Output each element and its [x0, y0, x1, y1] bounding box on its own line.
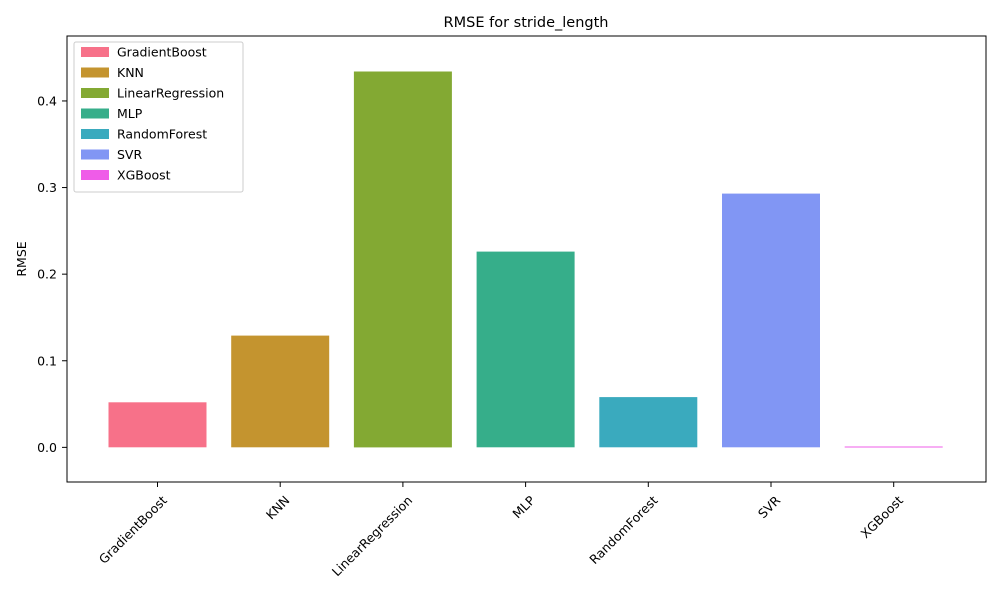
legend-box	[73, 41, 244, 193]
bar-randomforest	[599, 397, 698, 448]
y-tick-label: 0.4	[37, 93, 57, 108]
legend-swatch	[81, 170, 109, 180]
legend-swatch	[81, 149, 109, 160]
legend-label: LinearRegression	[117, 86, 224, 101]
legend-swatch	[81, 129, 109, 139]
y-axis-label: RMSE	[14, 241, 29, 276]
y-ticks-group: 0.0 0.1 0.2 0.3 0.4	[37, 93, 67, 455]
x-ticks-group: GradientBoost KNN LinearRegression MLP Rando…	[96, 482, 906, 579]
x-tick-label: KNN	[263, 493, 293, 523]
bar-gradientboost	[108, 402, 207, 448]
legend-label: GradientBoost	[117, 45, 207, 60]
legend-label: XGBoost	[117, 168, 171, 183]
x-tick-label: SVR	[755, 492, 784, 521]
bar-knn	[231, 335, 330, 448]
chart-title: RMSE for stride_length	[444, 15, 609, 31]
bar-linearregression	[353, 71, 452, 448]
x-tick-label: LinearRegression	[329, 493, 415, 579]
legend-label: RandomForest	[117, 127, 207, 142]
x-tick-label: MLP	[509, 492, 538, 521]
bars-group	[108, 71, 943, 448]
legend-swatch	[81, 88, 109, 98]
bar-mlp	[476, 251, 575, 448]
legend-swatch	[81, 67, 109, 78]
legend: GradientBoost KNN LinearRegression MLP Rando…	[73, 41, 244, 193]
legend-label: MLP	[117, 106, 143, 121]
y-tick-label: 0.2	[37, 267, 57, 282]
plot-frame	[66, 35, 987, 483]
y-tick-label: 0.0	[37, 440, 57, 455]
bar-xgboost	[844, 446, 943, 448]
x-tick-label: GradientBoost	[96, 493, 170, 567]
y-tick-label: 0.1	[37, 353, 57, 368]
y-tick-label: 0.3	[37, 180, 57, 195]
legend-label: KNN	[117, 65, 144, 80]
x-tick-label: XGBoost	[858, 493, 907, 542]
legend-label: SVR	[117, 147, 142, 162]
legend-swatch	[81, 47, 109, 57]
bar-svr	[722, 193, 820, 448]
legend-swatch	[81, 108, 109, 119]
x-tick-label: RandomForest	[586, 493, 660, 567]
